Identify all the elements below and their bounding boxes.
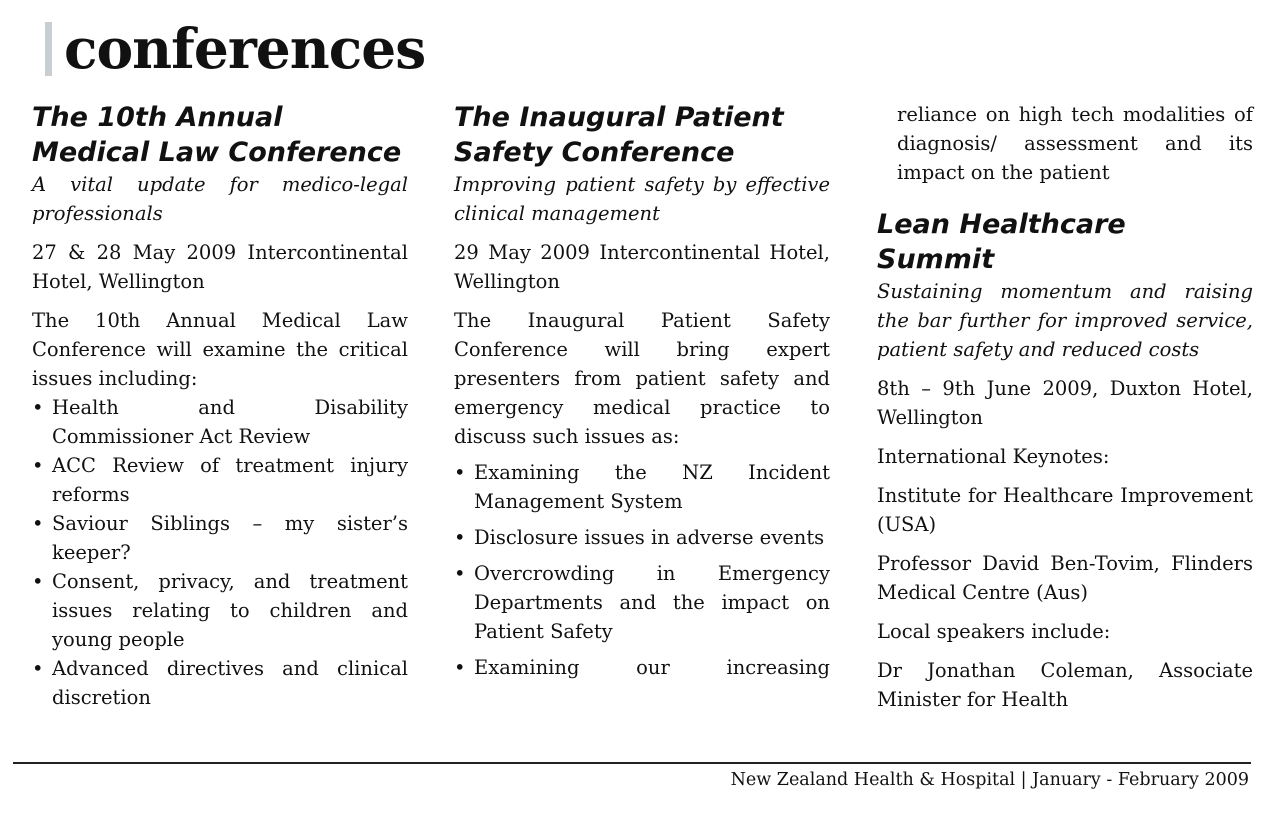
list-item: Health and Disability Commissioner Act R…	[32, 393, 408, 451]
list-item: ACC Review of treatment injury reforms	[32, 451, 408, 509]
footer-divider	[13, 762, 1251, 764]
conference-subtitle: Improving patient safety by effective cl…	[454, 173, 830, 225]
conference-subtitle: Sustaining momentum and raising the bar …	[877, 280, 1253, 361]
bullet-continuation: reliance on high tech modalities of diag…	[897, 103, 1253, 184]
conference-title-line2: Medical Law Conference	[32, 137, 402, 168]
list-item: Overcrowding in Emergency Departments an…	[454, 559, 830, 646]
conference-title: The 10th Annual Medical Law Conference	[32, 100, 408, 170]
issue-list: Examining the NZ Incident Management Sys…	[454, 458, 830, 682]
title-accent-bar	[45, 22, 52, 76]
conference-date-venue: 27 & 28 May 2009 Intercontinental Hotel,…	[32, 241, 408, 293]
list-item: Examining the NZ Incident Management Sys…	[454, 458, 830, 516]
list-item: Examining our increasing	[454, 653, 830, 682]
local-speaker: Dr Jonathan Coleman, Associate Minister …	[877, 659, 1253, 711]
list-item: Advanced directives and clinical discret…	[32, 654, 408, 712]
conference-title-line1: The Inaugural Patient	[454, 102, 784, 133]
conference-title: The Inaugural Patient Safety Conference	[454, 100, 830, 170]
keynote-speaker: Institute for Healthcare Improvement (US…	[877, 484, 1253, 536]
conference-title-line1: The 10th Annual	[32, 102, 283, 133]
column-patient-safety: The Inaugural Patient Safety Conference …	[454, 100, 830, 682]
conference-subtitle: A vital update for medico-legal professi…	[32, 173, 408, 225]
local-speakers-label: Local speakers include:	[877, 620, 1111, 643]
conference-intro: The Inaugural Patient Safety Conference …	[454, 309, 830, 448]
page-title: conferences	[45, 16, 426, 81]
list-item: Consent, privacy, and treatment issues r…	[32, 567, 408, 654]
list-item: Saviour Siblings – my sister’s keeper?	[32, 509, 408, 567]
column-medical-law: The 10th Annual Medical Law Conference A…	[32, 100, 408, 712]
footer-publication: New Zealand Health & Hospital | January …	[730, 770, 1249, 790]
conference-title-line2: Safety Conference	[454, 137, 735, 168]
list-item: Disclosure issues in adverse events	[454, 523, 830, 552]
conference-title-line1: Lean Healthcare	[877, 209, 1126, 240]
conference-date-venue: 29 May 2009 Intercontinental Hotel, Well…	[454, 241, 830, 293]
conference-intro: The 10th Annual Medical Law Conference w…	[32, 309, 408, 390]
conference-date-venue: 8th – 9th June 2009, Duxton Hotel, Welli…	[877, 377, 1253, 429]
conference-title: Lean Healthcare Summit	[877, 207, 1253, 277]
keynote-speaker: Professor David Ben-Tovim, Flinders Medi…	[877, 552, 1253, 604]
conference-title-line2: Summit	[877, 244, 995, 275]
keynotes-label: International Keynotes:	[877, 445, 1110, 468]
issue-list: Health and Disability Commissioner Act R…	[32, 393, 408, 712]
page-title-text: conferences	[64, 16, 426, 81]
column-lean-healthcare: reliance on high tech modalities of diag…	[877, 100, 1253, 714]
